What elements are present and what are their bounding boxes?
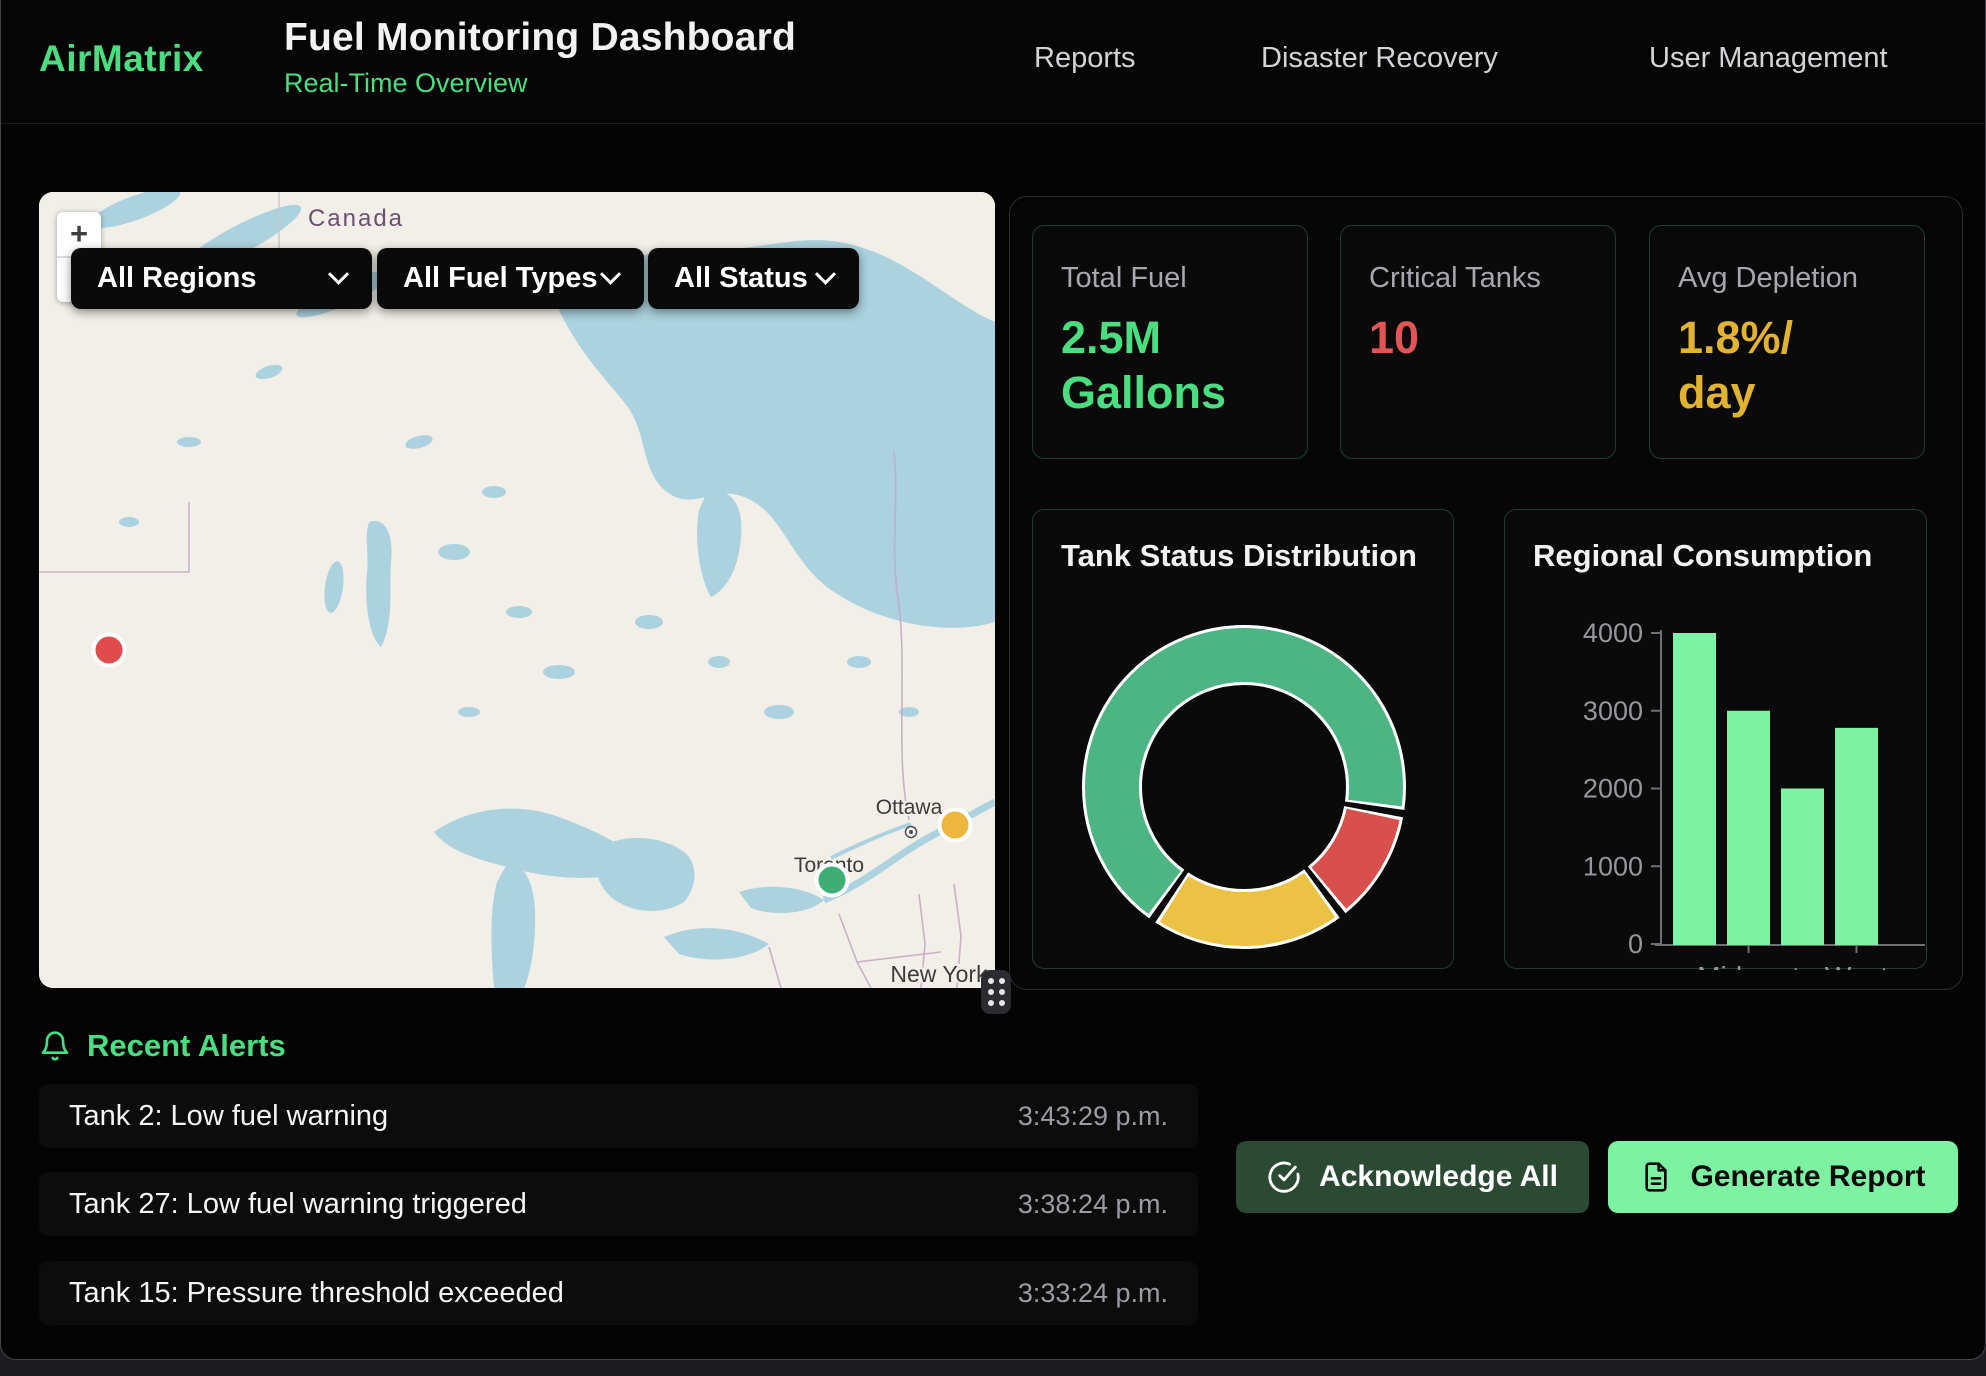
alert-row[interactable]: Tank 15: Pressure threshold exceeded 3:3… — [39, 1261, 1198, 1325]
alert-message: Tank 15: Pressure threshold exceeded — [69, 1277, 564, 1310]
map-panel: Canada Ottawa Toronto New York + − All R… — [39, 192, 995, 988]
brand-logo: AirMatrix — [39, 38, 204, 80]
label-canada: Canada — [308, 205, 404, 232]
nav-disaster-recovery[interactable]: Disaster Recovery — [1261, 42, 1498, 75]
donut-chart — [1079, 622, 1409, 952]
y-tick-label: 4000 — [1583, 618, 1643, 648]
alert-time: 3:38:24 p.m. — [1018, 1189, 1168, 1220]
chevron-down-icon — [600, 264, 621, 285]
bar — [1781, 789, 1824, 946]
stat-label: Total Fuel — [1061, 262, 1279, 295]
x-tick-label: West — [1825, 961, 1888, 970]
chevron-down-icon — [815, 264, 836, 285]
stat-card-total-fuel: Total Fuel 2.5M Gallons — [1032, 225, 1308, 459]
y-tick-label: 0 — [1628, 929, 1643, 959]
filter-fuel-types-dropdown[interactable]: All Fuel Types — [377, 248, 644, 309]
title-block: Fuel Monitoring Dashboard Real-Time Over… — [284, 16, 796, 99]
marker-normal[interactable] — [817, 865, 848, 896]
stat-value: 2.5M Gallons — [1061, 311, 1279, 421]
bar — [1673, 633, 1716, 945]
generate-report-label: Generate Report — [1690, 1160, 1925, 1194]
metrics-panel: Total Fuel 2.5M Gallons Critical Tanks 1… — [1009, 196, 1963, 990]
filter-fuel-types-label: All Fuel Types — [403, 262, 597, 295]
alerts-title: Recent Alerts — [87, 1028, 286, 1064]
filter-status-dropdown[interactable]: All Status — [648, 248, 859, 309]
marker-warning[interactable] — [940, 810, 971, 841]
page-subtitle: Real-Time Overview — [284, 68, 796, 99]
document-icon — [1640, 1160, 1672, 1194]
alert-message: Tank 27: Low fuel warning triggered — [69, 1188, 527, 1221]
dashboard-frame: AirMatrix Fuel Monitoring Dashboard Real… — [0, 0, 1986, 1360]
x-tick-label: Midwest — [1697, 961, 1800, 970]
stat-value: 1.8%/ day — [1678, 311, 1896, 421]
label-new-york: New York — [890, 961, 988, 987]
label-ottawa: Ottawa — [876, 796, 943, 819]
stat-card-avg-depletion: Avg Depletion 1.8%/ day — [1649, 225, 1925, 459]
y-tick-label: 3000 — [1583, 696, 1643, 726]
alerts-header: Recent Alerts — [39, 1028, 286, 1064]
map-resize-handle[interactable] — [981, 970, 1011, 1014]
stat-value: 10 — [1369, 311, 1587, 366]
acknowledge-all-label: Acknowledge All — [1319, 1160, 1558, 1194]
app-header: AirMatrix Fuel Monitoring Dashboard Real… — [1, 0, 1985, 124]
chevron-down-icon — [328, 264, 349, 285]
stat-label: Critical Tanks — [1369, 262, 1587, 295]
bar — [1835, 728, 1878, 945]
generate-report-button[interactable]: Generate Report — [1608, 1141, 1958, 1213]
alert-row[interactable]: Tank 27: Low fuel warning triggered 3:38… — [39, 1172, 1198, 1236]
stat-label: Avg Depletion — [1678, 262, 1896, 295]
stat-card-critical-tanks: Critical Tanks 10 — [1340, 225, 1616, 459]
filter-regions-label: All Regions — [97, 262, 257, 295]
map-canvas[interactable]: Canada Ottawa Toronto New York — [39, 192, 995, 988]
tank-status-chart-card: Tank Status Distribution — [1032, 509, 1454, 969]
y-tick-label: 1000 — [1583, 851, 1643, 881]
filter-status-label: All Status — [674, 262, 808, 295]
check-circle-icon — [1267, 1160, 1301, 1194]
alert-message: Tank 2: Low fuel warning — [69, 1100, 388, 1133]
bell-icon — [39, 1029, 71, 1063]
bar — [1727, 711, 1770, 945]
alert-row[interactable]: Tank 2: Low fuel warning 3:43:29 p.m. — [39, 1084, 1198, 1148]
filter-regions-dropdown[interactable]: All Regions — [71, 248, 372, 309]
alert-time: 3:43:29 p.m. — [1018, 1101, 1168, 1132]
alert-time: 3:33:24 p.m. — [1018, 1278, 1168, 1309]
nav-reports[interactable]: Reports — [1034, 42, 1136, 75]
bar-chart: 0 1000 2000 3000 4000 Midwest West — [1505, 510, 1928, 970]
acknowledge-all-button[interactable]: Acknowledge All — [1236, 1141, 1589, 1213]
ottawa-city-dot — [906, 827, 917, 838]
nav-user-management[interactable]: User Management — [1649, 42, 1888, 75]
marker-critical[interactable] — [94, 635, 125, 666]
chart-title: Tank Status Distribution — [1061, 538, 1417, 574]
y-tick-label: 2000 — [1583, 774, 1643, 804]
regional-consumption-chart-card: Regional Consumption 01000200030004000Mi… — [1504, 509, 1927, 969]
page-title: Fuel Monitoring Dashboard — [284, 16, 796, 60]
